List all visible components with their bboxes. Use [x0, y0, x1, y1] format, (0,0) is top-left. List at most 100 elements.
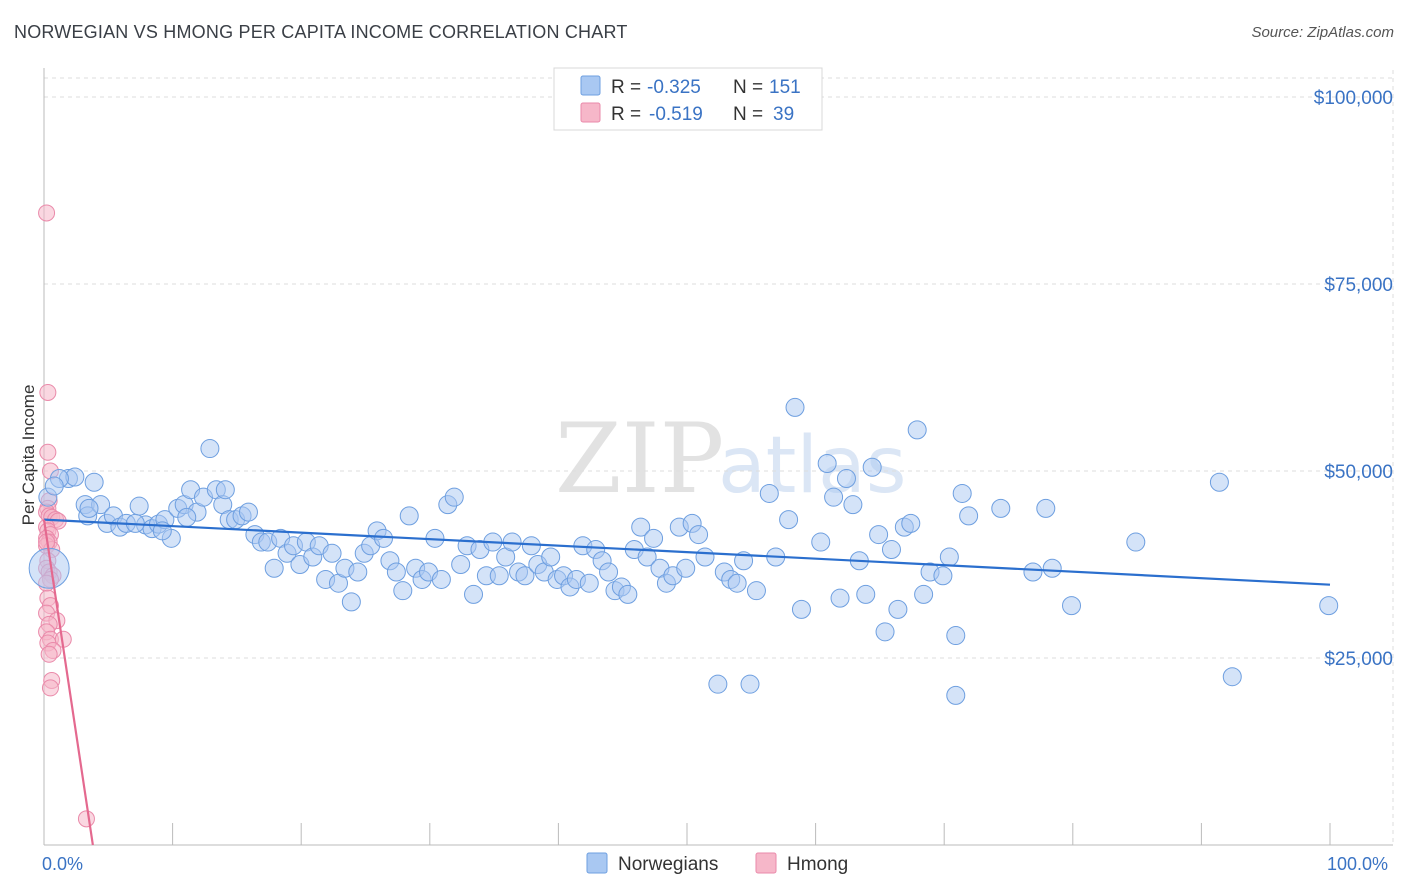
norwegian-point — [869, 525, 889, 545]
norwegian-point — [740, 674, 760, 694]
norwegian-point — [689, 525, 709, 545]
norwegian-point — [322, 543, 342, 563]
norwegian-point — [875, 622, 895, 642]
norwegian-point — [991, 498, 1011, 518]
hmong-point — [77, 810, 95, 828]
norwegian-point — [830, 588, 850, 608]
y-tick-label: $50,000 — [1324, 462, 1393, 483]
legend-norwegians-swatch — [580, 75, 601, 96]
norwegian-points — [28, 397, 1339, 705]
norwegian-point — [888, 599, 908, 619]
norwegian-point — [264, 558, 284, 578]
legend-hmong-n-value: 39 — [773, 104, 794, 125]
norwegian-point — [1042, 558, 1062, 578]
norwegian-point — [676, 558, 696, 578]
norwegian-point — [907, 420, 927, 440]
y-tick-label: $100,000 — [1314, 88, 1393, 109]
legend-hmong-swatch — [580, 102, 601, 123]
bottom-legend-norwegians-label: Norwegians — [618, 854, 718, 875]
norwegian-point — [779, 510, 799, 530]
y-tick-label: $75,000 — [1324, 275, 1393, 296]
norwegian-point — [84, 472, 104, 492]
norwegian-point — [952, 483, 972, 503]
norwegian-point — [708, 674, 728, 694]
legend-hmong-n-label: N = — [733, 104, 763, 125]
norwegian-point — [727, 573, 747, 593]
norwegian-point — [1222, 667, 1242, 687]
legend-hmong-r-value: -0.519 — [649, 104, 703, 125]
norwegian-point — [238, 502, 258, 522]
hmong-trend-line — [42, 519, 94, 846]
legend-norwegians-r-value: -0.325 — [647, 77, 701, 98]
norwegian-point — [200, 439, 220, 459]
x-tick-label-max: 100.0% — [1327, 854, 1388, 874]
source-label: Source: ZipAtlas.com — [1251, 24, 1394, 41]
norwegian-point — [451, 555, 471, 574]
norwegian-point — [746, 581, 766, 601]
norwegian-point — [44, 476, 64, 496]
chart-title: NORWEGIAN VS HMONG PER CAPITA INCOME COR… — [14, 22, 628, 42]
norwegian-point — [1126, 532, 1146, 552]
norwegian-point — [791, 599, 811, 619]
norwegian-point — [79, 498, 99, 518]
norwegian-point — [959, 506, 979, 526]
norwegian-point — [881, 540, 901, 560]
norwegian-point — [1036, 498, 1056, 518]
y-axis-label: Per Capita Income — [19, 385, 38, 526]
norwegian-point — [431, 569, 451, 589]
norwegian-point — [374, 528, 394, 548]
norwegian-point — [856, 584, 876, 604]
norwegian-point — [1209, 472, 1229, 492]
norwegian-point — [1062, 596, 1082, 616]
norwegian-point — [759, 483, 779, 503]
x-tick-label-min: 0.0% — [42, 854, 83, 874]
y-axis-ticks: $25,000 $50,000 $75,000 $100,000 — [1314, 88, 1393, 670]
norwegian-point — [824, 487, 844, 507]
hmong-point — [39, 383, 57, 401]
norwegian-point — [644, 528, 664, 548]
norwegians-trend-line — [43, 518, 1331, 586]
legend-norwegians-n-label: N = — [733, 77, 763, 98]
norwegian-point — [399, 506, 419, 526]
norwegian-point — [946, 685, 966, 705]
hmong-point — [38, 204, 56, 222]
hmong-point — [39, 443, 57, 461]
norwegian-point — [599, 562, 619, 582]
norwegian-point — [1023, 562, 1043, 582]
norwegian-point — [215, 480, 235, 500]
norwegian-point — [521, 536, 541, 556]
norwegian-point — [1319, 596, 1339, 616]
norwegian-point — [946, 626, 966, 646]
norwegian-point — [811, 532, 831, 552]
legend-norwegians-r-label: R = — [611, 77, 641, 98]
norwegian-point — [817, 454, 837, 474]
legend-hmong-r-label: R = — [611, 104, 641, 125]
watermark-zip: ZIP — [555, 403, 724, 515]
legend-norwegians-n-value: 151 — [769, 77, 801, 98]
norwegian-point — [618, 584, 638, 604]
norwegian-point — [785, 397, 805, 417]
bottom-legend-hmong-swatch — [755, 852, 777, 874]
norwegian-point — [637, 547, 657, 567]
legend: R = -0.325 N = 151 R = -0.519 N = 39 — [553, 67, 823, 131]
norwegian-point — [862, 457, 882, 477]
norwegian-point — [386, 562, 406, 582]
norwegian-point — [631, 517, 651, 537]
norwegian-point — [464, 584, 484, 604]
norwegian-point — [393, 581, 413, 601]
norwegian-point — [489, 566, 509, 586]
norwegian-point — [348, 562, 368, 582]
hmong-point — [40, 645, 58, 663]
norwegian-point — [341, 592, 361, 612]
hmong-point — [41, 679, 59, 697]
norwegian-point — [836, 468, 856, 488]
norwegian-point — [579, 573, 599, 593]
bottom-legend-norwegians-swatch — [586, 852, 608, 874]
norwegian-point — [541, 547, 561, 567]
norwegian-point — [695, 547, 715, 567]
norwegian-point — [914, 584, 934, 604]
norwegian-point — [444, 487, 464, 507]
norwegian-point — [843, 495, 863, 515]
norwegian-point — [939, 547, 959, 567]
